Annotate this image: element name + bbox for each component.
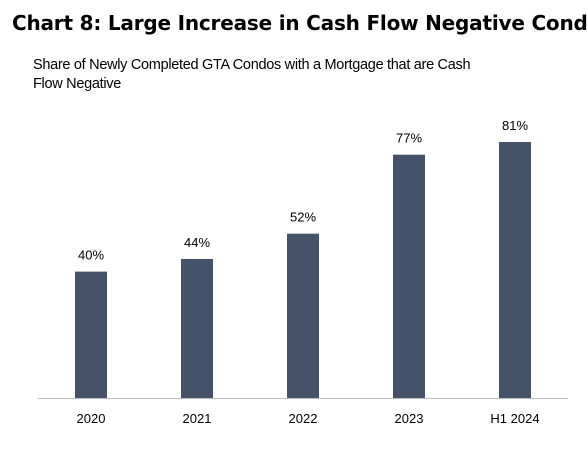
x-tick-label: 2022 — [289, 411, 318, 426]
x-tick-label: 2021 — [183, 411, 212, 426]
data-label: 40% — [78, 248, 104, 263]
bar-2020 — [75, 272, 107, 398]
data-label: 77% — [396, 131, 422, 146]
bar-2023 — [393, 155, 425, 398]
x-tick-label: H1 2024 — [490, 411, 539, 426]
bar-2022 — [287, 234, 319, 398]
data-label: 81% — [502, 118, 528, 133]
bar-h1-2024 — [499, 142, 531, 398]
data-label: 52% — [290, 210, 316, 225]
bar-2021 — [181, 259, 213, 398]
x-tick-label: 2020 — [77, 411, 106, 426]
bars-group — [75, 142, 531, 398]
data-label: 44% — [184, 235, 210, 250]
x-tick-label: 2023 — [395, 411, 424, 426]
